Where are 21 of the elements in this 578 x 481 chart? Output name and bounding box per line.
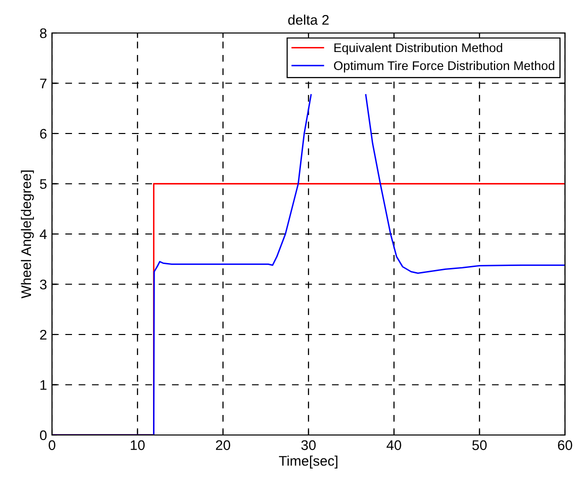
legend-label: Optimum Tire Force Distribution Method	[334, 60, 554, 73]
y-tick-label: 6	[40, 128, 47, 139]
x-tick-label: 50	[472, 440, 487, 450]
chart-title: delta 2	[288, 14, 329, 25]
y-tick-label: 5	[40, 179, 47, 189]
x-tick-label: 0	[48, 440, 56, 450]
x-tick-label: 60	[558, 440, 572, 450]
x-tick-label: 30	[301, 440, 316, 450]
x-tick-label: 20	[216, 440, 230, 450]
y-tick-label: 7	[40, 78, 46, 88]
y-axis-title: Wheel Angle[degree]	[20, 170, 34, 298]
y-tick-label: 0	[40, 430, 47, 440]
x-tick-label: 10	[130, 440, 145, 450]
y-tick-label: 4	[40, 229, 47, 240]
y-tick-label: 8	[40, 28, 47, 38]
x-tick-label: 40	[386, 440, 402, 450]
y-tick-label: 2	[40, 330, 46, 340]
legend-label: Equivalent Distribution Method	[334, 43, 502, 55]
y-tick-label: 3	[40, 280, 47, 290]
y-tick-label: 1	[40, 380, 46, 390]
x-axis-title: Time[sec]	[278, 456, 338, 469]
